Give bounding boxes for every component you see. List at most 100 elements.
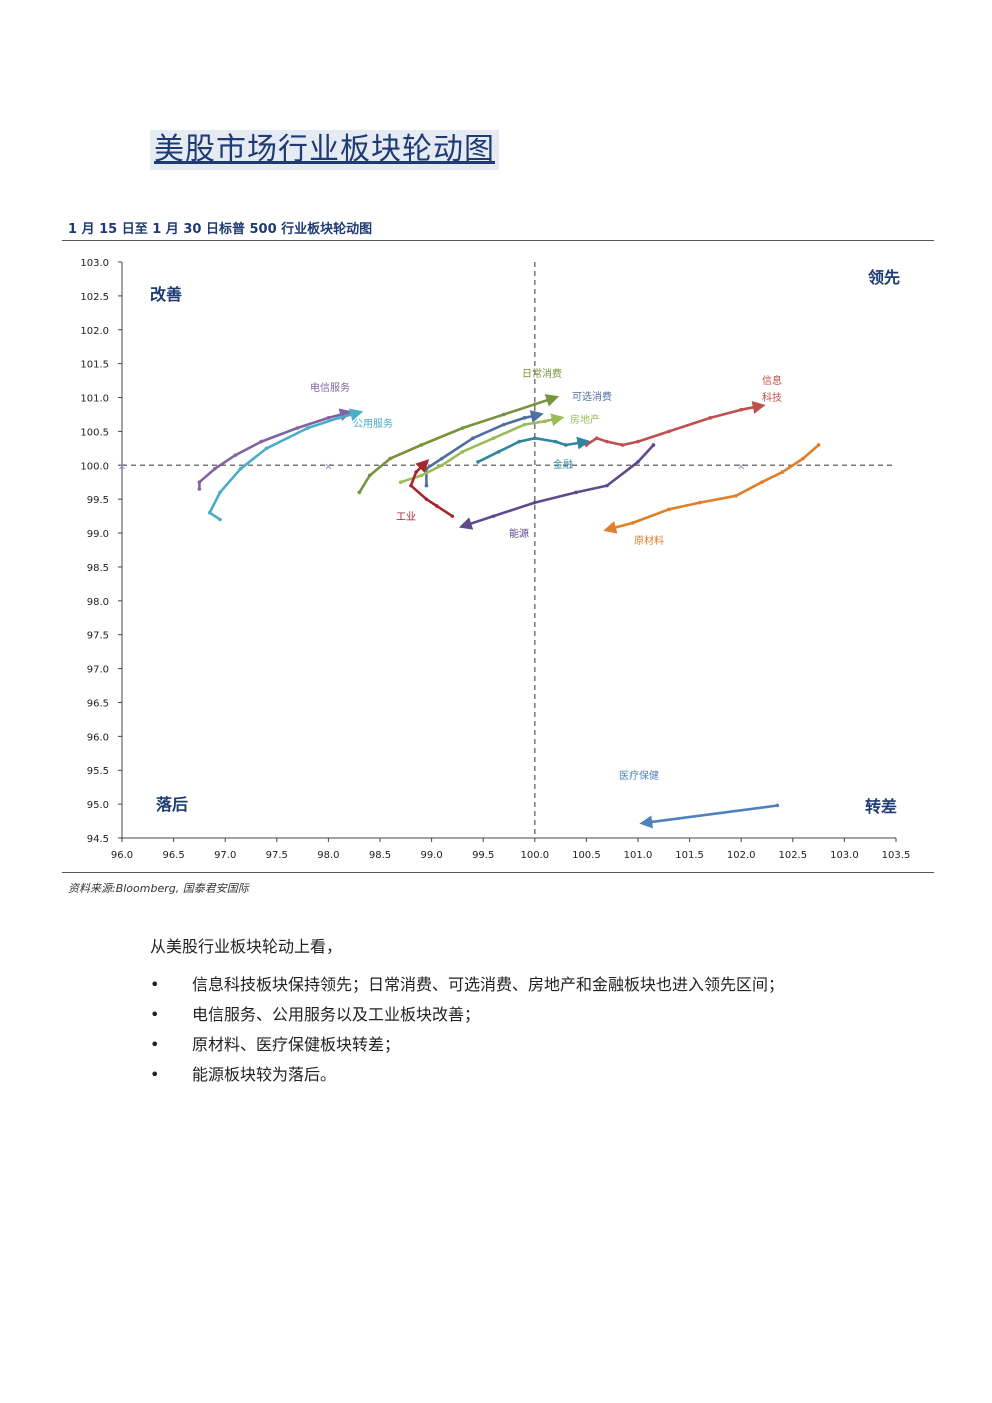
series-point bbox=[816, 443, 821, 447]
series-point bbox=[760, 480, 764, 485]
series-point bbox=[197, 487, 202, 491]
series-point bbox=[424, 466, 429, 471]
series-label: 金融 bbox=[553, 458, 573, 471]
series-point bbox=[605, 439, 609, 444]
x-tick-label: 103.5 bbox=[882, 850, 911, 861]
series-point bbox=[522, 422, 527, 427]
series-point bbox=[440, 463, 444, 468]
y-tick-label: 96.5 bbox=[87, 698, 109, 709]
y-tick-label: 101.5 bbox=[80, 360, 109, 371]
series-point bbox=[801, 456, 805, 461]
series-label: 信息 bbox=[762, 374, 782, 387]
series-point bbox=[533, 436, 537, 440]
series-point bbox=[636, 439, 640, 444]
series-line bbox=[358, 394, 560, 494]
series-label: 日常消费 bbox=[522, 367, 562, 380]
series-point bbox=[636, 460, 640, 464]
quadrant-label-lagging: 落后 bbox=[156, 795, 188, 814]
top-divider bbox=[62, 240, 934, 241]
list-item: • 能源板块较为落后。 bbox=[150, 1060, 870, 1090]
series-point bbox=[502, 422, 506, 427]
series-point bbox=[594, 436, 599, 440]
y-tick-label: 98.5 bbox=[87, 563, 109, 574]
y-tick-label: 97.5 bbox=[87, 631, 109, 642]
series-point bbox=[533, 500, 537, 505]
series-point bbox=[491, 436, 496, 440]
quadrant-label-weakening: 转差 bbox=[865, 797, 897, 816]
series-label: 房地产 bbox=[570, 413, 600, 426]
quadrant-label-leading: 领先 bbox=[868, 268, 900, 287]
y-tick-label: 103.0 bbox=[80, 258, 109, 269]
series-point bbox=[207, 510, 212, 515]
list-item: • 原材料、医疗保健板块转差； bbox=[150, 1030, 870, 1060]
rotation-chart: 96.0 96.5 97.0 97.5 98.0 98.5 99.0 99.5 100.0 100… bbox=[80, 258, 911, 861]
series-point bbox=[496, 449, 501, 454]
series-point bbox=[326, 416, 331, 420]
series-point bbox=[533, 402, 537, 407]
bullet-icon: • bbox=[150, 1035, 160, 1054]
series-point bbox=[780, 470, 785, 474]
x-tick-label: 102.5 bbox=[778, 850, 807, 861]
series-point bbox=[522, 416, 527, 420]
reference-marker: × bbox=[737, 461, 745, 472]
series-point bbox=[295, 426, 300, 430]
bottom-divider bbox=[62, 872, 934, 873]
series-point bbox=[419, 473, 424, 478]
series-point bbox=[708, 416, 713, 420]
series-point bbox=[440, 456, 444, 461]
series-point bbox=[388, 456, 393, 461]
series-line bbox=[399, 413, 565, 484]
y-tick-label: 102.5 bbox=[80, 292, 109, 303]
series-point bbox=[476, 460, 480, 464]
series-line bbox=[603, 443, 820, 534]
series-point bbox=[213, 466, 217, 471]
series-line bbox=[458, 443, 655, 530]
y-tick-label: 99.0 bbox=[87, 529, 109, 540]
series-point bbox=[517, 439, 522, 444]
list-item-text: 能源板块较为落后。 bbox=[192, 1065, 337, 1084]
series-label: 公用服务 bbox=[353, 417, 393, 430]
series-point bbox=[424, 483, 429, 488]
y-tick-label: 98.0 bbox=[87, 597, 109, 608]
series-point bbox=[734, 493, 738, 498]
x-tick-label: 96.5 bbox=[162, 850, 184, 861]
x-tick-label: 102.0 bbox=[727, 850, 756, 861]
series-point bbox=[491, 514, 496, 518]
list-item-text: 电信服务、公用服务以及工业板块改善； bbox=[192, 1005, 481, 1024]
series-point bbox=[667, 429, 671, 434]
series-point bbox=[631, 521, 635, 525]
y-tick-label: 94.5 bbox=[87, 834, 109, 845]
x-tick-label: 98.5 bbox=[369, 850, 391, 861]
series-label: 科技 bbox=[762, 391, 782, 404]
series-point bbox=[775, 803, 780, 808]
y-tick-label: 95.5 bbox=[87, 766, 109, 777]
y-tick-label: 99.5 bbox=[87, 495, 109, 506]
series-point bbox=[398, 480, 403, 485]
series-point bbox=[238, 466, 243, 471]
x-tick-label: 99.0 bbox=[420, 850, 442, 861]
y-tick-label: 100.0 bbox=[80, 461, 109, 472]
list-item: • 电信服务、公用服务以及工业板块改善； bbox=[150, 1000, 870, 1030]
x-tick-label: 99.5 bbox=[472, 850, 494, 861]
quadrant-label-improving: 改善 bbox=[150, 285, 182, 304]
x-tick-label: 100.0 bbox=[520, 850, 549, 861]
list-item-text: 信息科技板块保持领先；日常消费、可选消费、房地产和金融板块也进入领先区间； bbox=[192, 975, 785, 994]
series-label: 电信服务 bbox=[310, 381, 350, 394]
page-title: 美股市场行业板块轮动图 bbox=[150, 130, 499, 170]
bullet-icon: • bbox=[150, 1005, 160, 1024]
bullet-icon: • bbox=[150, 1065, 160, 1084]
series-line bbox=[208, 408, 364, 521]
series-label: 医疗保健 bbox=[619, 769, 659, 782]
series-point bbox=[574, 490, 578, 495]
series-point bbox=[605, 483, 609, 488]
series-point bbox=[357, 490, 362, 495]
series-point bbox=[460, 426, 465, 430]
list-item-text: 原材料、医疗保健板块转差； bbox=[192, 1035, 401, 1054]
series-point bbox=[471, 436, 475, 440]
x-tick-label: 97.5 bbox=[266, 850, 288, 861]
series-point bbox=[739, 407, 743, 412]
chart-source: 资料来源:Bloomberg, 国泰君安国际 bbox=[68, 882, 249, 895]
series-point bbox=[620, 443, 625, 447]
y-tick-label: 102.0 bbox=[80, 326, 109, 337]
x-tick-label: 100.5 bbox=[572, 850, 601, 861]
